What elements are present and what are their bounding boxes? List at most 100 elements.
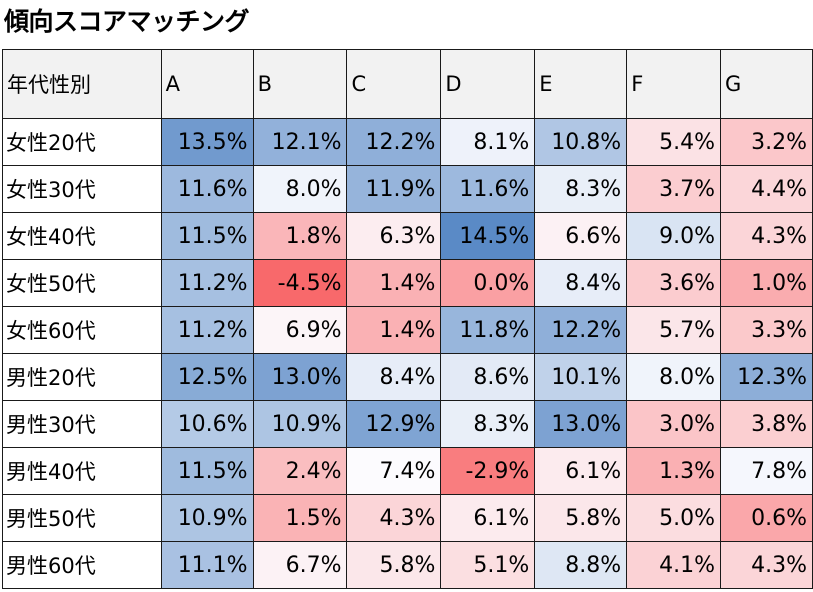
heatmap-cell: 12.2%	[534, 306, 628, 354]
table-row: 男性30代 10.6% 10.9% 12.9% 8.3% 13.0% 3.0% 3.8%	[2, 400, 813, 448]
heatmap-cell: 3.0%	[626, 400, 722, 448]
heatmap-cell: 1.8%	[252, 212, 348, 260]
heatmap-cell: 7.4%	[346, 447, 442, 495]
column-header: D	[440, 49, 536, 119]
heatmap-cell: 6.6%	[534, 212, 628, 260]
heatmap-cell: -2.9%	[440, 447, 536, 495]
heatmap-cell: 5.1%	[440, 541, 536, 589]
row-label: 女性60代	[2, 306, 162, 354]
heatmap-cell: 12.2%	[346, 118, 442, 166]
heatmap-cell: 3.3%	[720, 306, 813, 354]
table-row: 女性20代 13.5% 12.1% 12.2% 8.1% 10.8% 5.4% 3.2%	[2, 118, 813, 166]
heatmap-cell: 6.9%	[252, 306, 348, 354]
heatmap-cell: 11.6%	[160, 165, 254, 213]
heatmap-cell: 10.9%	[252, 400, 348, 448]
heatmap-cell: 8.3%	[534, 165, 628, 213]
heatmap-cell: 12.3%	[720, 353, 813, 401]
heatmap-cell: 6.3%	[346, 212, 442, 260]
heatmap-cell: 4.1%	[626, 541, 722, 589]
heatmap-cell: 3.8%	[720, 400, 813, 448]
heatmap-cell: 11.5%	[160, 212, 254, 260]
heatmap-cell: 0.0%	[440, 259, 536, 307]
row-header-cell: 年代性別	[2, 49, 162, 119]
heatmap-cell: 5.4%	[626, 118, 722, 166]
heatmap-cell: 12.9%	[346, 400, 442, 448]
table-row: 女性60代 11.2% 6.9% 1.4% 11.8% 12.2% 5.7% 3.3%	[2, 306, 813, 354]
heatmap-cell: 5.8%	[534, 494, 628, 542]
heatmap-cell: 1.0%	[720, 259, 813, 307]
heatmap-cell: 13.0%	[534, 400, 628, 448]
table-row: 男性60代 11.1% 6.7% 5.8% 5.1% 8.8% 4.1% 4.3%	[2, 541, 813, 589]
heatmap-cell: 10.9%	[160, 494, 254, 542]
row-label: 男性20代	[2, 353, 162, 401]
row-label: 女性30代	[2, 165, 162, 213]
heatmap-cell: 13.0%	[252, 353, 348, 401]
heatmap-cell: 14.5%	[440, 212, 536, 260]
row-label: 女性50代	[2, 259, 162, 307]
heatmap-cell: 5.8%	[346, 541, 442, 589]
column-header: C	[346, 49, 442, 119]
row-label: 女性20代	[2, 118, 162, 166]
heatmap-cell: 3.2%	[720, 118, 813, 166]
heatmap-cell: 12.1%	[252, 118, 348, 166]
heatmap-cell: 1.3%	[626, 447, 722, 495]
table-row: 女性40代 11.5% 1.8% 6.3% 14.5% 6.6% 9.0% 4.3%	[2, 212, 813, 260]
heatmap-cell: 11.9%	[346, 165, 442, 213]
heatmap-cell: 11.2%	[160, 259, 254, 307]
column-header: F	[626, 49, 722, 119]
row-label: 男性60代	[2, 541, 162, 589]
heatmap-cell: 11.5%	[160, 447, 254, 495]
heatmap-cell: 8.4%	[534, 259, 628, 307]
heatmap-cell: 2.4%	[252, 447, 348, 495]
heatmap-cell: -4.5%	[252, 259, 348, 307]
table-row: 男性50代 10.9% 1.5% 4.3% 6.1% 5.8% 5.0% 0.6%	[2, 494, 813, 542]
heatmap-cell: 10.8%	[534, 118, 628, 166]
row-label: 男性30代	[2, 400, 162, 448]
heatmap-cell: 11.8%	[440, 306, 536, 354]
heatmap-cell: 5.0%	[626, 494, 722, 542]
heatmap-cell: 0.6%	[720, 494, 813, 542]
table-row: 女性50代 11.2% -4.5% 1.4% 0.0% 8.4% 3.6% 1.0%	[2, 259, 813, 307]
row-label: 男性40代	[2, 447, 162, 495]
heatmap-cell: 4.3%	[720, 212, 813, 260]
column-header: B	[252, 49, 348, 119]
heatmap-cell: 11.2%	[160, 306, 254, 354]
heatmap-cell: 4.4%	[720, 165, 813, 213]
heatmap-cell: 7.8%	[720, 447, 813, 495]
heatmap-cell: 6.1%	[534, 447, 628, 495]
heatmap-cell: 1.4%	[346, 306, 442, 354]
heatmap-cell: 11.1%	[160, 541, 254, 589]
heatmap-cell: 1.5%	[252, 494, 348, 542]
heatmap-cell: 4.3%	[346, 494, 442, 542]
row-label: 女性40代	[2, 212, 162, 260]
heatmap-cell: 6.1%	[440, 494, 536, 542]
heatmap-cell: 9.0%	[626, 212, 722, 260]
heatmap-cell: 1.4%	[346, 259, 442, 307]
heatmap-cell: 8.6%	[440, 353, 536, 401]
heatmap-cell: 3.7%	[626, 165, 722, 213]
heatmap-cell: 4.3%	[720, 541, 813, 589]
row-label: 男性50代	[2, 494, 162, 542]
column-header: A	[160, 49, 254, 119]
page-title: 傾向スコアマッチング	[4, 7, 250, 36]
heatmap-cell: 5.7%	[626, 306, 722, 354]
column-header: G	[720, 49, 813, 119]
heatmap-cell: 13.5%	[160, 118, 254, 166]
heatmap-cell: 6.7%	[252, 541, 348, 589]
heatmap-cell: 10.1%	[534, 353, 628, 401]
heatmap-cell: 8.0%	[626, 353, 722, 401]
heatmap-cell: 8.3%	[440, 400, 536, 448]
heatmap-cell: 8.1%	[440, 118, 536, 166]
heatmap-cell: 12.5%	[160, 353, 254, 401]
heatmap-cell: 8.4%	[346, 353, 442, 401]
heatmap-cell: 3.6%	[626, 259, 722, 307]
table-row: 男性20代 12.5% 13.0% 8.4% 8.6% 10.1% 8.0% 12.3%	[2, 353, 813, 401]
table-row: 女性30代 11.6% 8.0% 11.9% 11.6% 8.3% 3.7% 4.4%	[2, 165, 813, 213]
heatmap-cell: 11.6%	[440, 165, 536, 213]
column-header: E	[534, 49, 628, 119]
heatmap-cell: 8.0%	[252, 165, 348, 213]
heatmap-cell: 8.8%	[534, 541, 628, 589]
table-row: 男性40代 11.5% 2.4% 7.4% -2.9% 6.1% 1.3% 7.8%	[2, 447, 813, 495]
